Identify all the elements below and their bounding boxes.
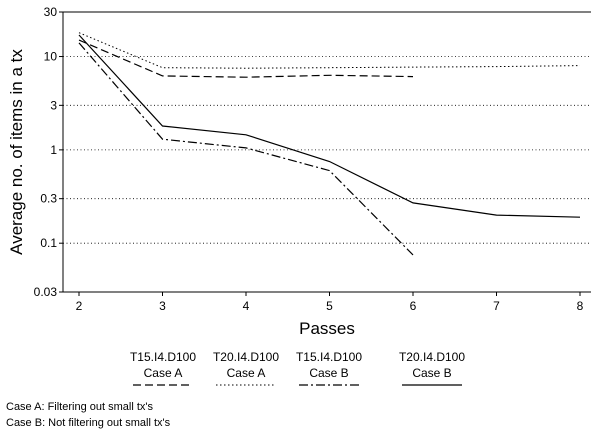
y-tick-label: 0.3 [40, 192, 57, 206]
series-line-1-dotted [78, 32, 581, 69]
x-tick-label: 4 [243, 299, 250, 313]
legend-series-name: T20.I4.D100 [212, 350, 280, 364]
legend-series-name: T20.I4.D100 [398, 350, 466, 364]
legend-item-t20-case-b: T20.I4.D100 Case B [382, 349, 482, 387]
y-tick-label: 30 [44, 5, 58, 19]
legend-case-label: Case B [412, 366, 452, 380]
legend-dashed-line-sample [133, 384, 193, 386]
legend-case-label: Case A [143, 366, 183, 380]
legend-case-label: Case A [226, 366, 266, 380]
series-line-0-dashed [78, 39, 414, 78]
legend-series-name: T15.I4.D100 [295, 350, 363, 364]
footnote-case-b: Case B: Not filtering out small tx's [6, 417, 171, 429]
chart: 0.03 0.1 0.3 1 3 10 30 2 3 4 5 6 7 8 Passes Average no.… [7, 5, 591, 338]
y-tick-label: 10 [44, 50, 58, 64]
legend-series-name: T15.I4.D100 [129, 350, 197, 364]
legend-dotted-line-sample [216, 384, 276, 386]
y-tick-label: 3 [50, 98, 57, 112]
x-tick-label: 7 [493, 299, 500, 313]
series-line-3-solid [78, 34, 581, 218]
x-axis-title: Passes [299, 319, 355, 338]
x-tick-label: 2 [76, 299, 83, 313]
series-line-2-dashdot [78, 42, 414, 256]
y-tick-label: 0.1 [40, 236, 57, 250]
x-tick-label: 5 [326, 299, 333, 313]
x-tick-label: 8 [577, 299, 584, 313]
x-tick-label: 3 [159, 299, 166, 313]
footnote-case-a: Case A: Filtering out small tx's [6, 401, 153, 413]
legend-solid-line-sample [402, 384, 462, 386]
x-tick-label: 6 [410, 299, 417, 313]
legend-case-label: Case B [309, 366, 349, 380]
y-tick-label: 0.03 [34, 285, 58, 299]
legend-dashdot-line-sample [299, 384, 359, 386]
y-axis-title: Average no. of items in a tx [7, 49, 26, 255]
footnotes: Case A: Filtering out small tx's Case B:… [6, 399, 170, 431]
legend-item-t15-case-b: T15.I4.D100 Case B [279, 349, 379, 387]
legend-item-t15-case-a: T15.I4.D100 Case A [113, 349, 213, 387]
legend-item-t20-case-a: T20.I4.D100 Case A [196, 349, 296, 387]
y-tick-label: 1 [50, 143, 57, 157]
